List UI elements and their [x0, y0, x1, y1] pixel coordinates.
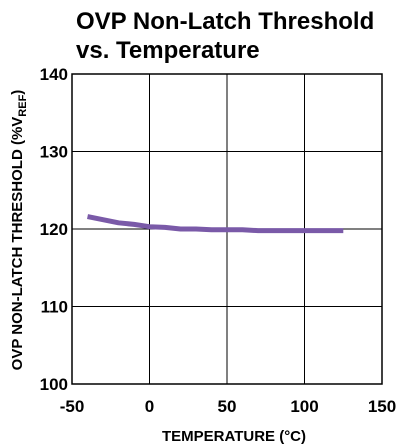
y-tick-label: 140 [40, 65, 68, 84]
x-axis-label: TEMPERATURE (°C) [162, 428, 306, 445]
plot-frame [71, 73, 383, 385]
x-tick-labels: -50 0 50 100 150 [60, 397, 396, 416]
chart-title-line-1: OVP Non-Latch Threshold [76, 8, 374, 35]
y-tick-labels: 100 110 120 130 140 [40, 65, 68, 394]
x-tick-label: 150 [368, 397, 396, 416]
y-axis-label-subscript: REF [17, 94, 29, 116]
x-tick-label: -50 [60, 397, 85, 416]
y-tick-label: 130 [40, 143, 68, 162]
y-tick-label: 110 [41, 298, 68, 317]
y-axis-label: OVP NON-LATCH THRESHOLD (%VREF) [9, 90, 29, 371]
series-layer [87, 214, 344, 234]
y-axis-label-close: ) [9, 90, 26, 95]
x-tick-label: 50 [218, 397, 237, 416]
chart-title-line-2: vs. Temperature [76, 37, 260, 64]
y-tick-label: 100 [40, 375, 68, 394]
x-tick-label: 100 [290, 397, 318, 416]
x-tick-label: 0 [145, 397, 154, 416]
y-axis-label-main: OVP NON-LATCH THRESHOLD (%V [9, 117, 26, 371]
series-line [87, 214, 344, 234]
y-tick-label: 120 [40, 220, 68, 239]
